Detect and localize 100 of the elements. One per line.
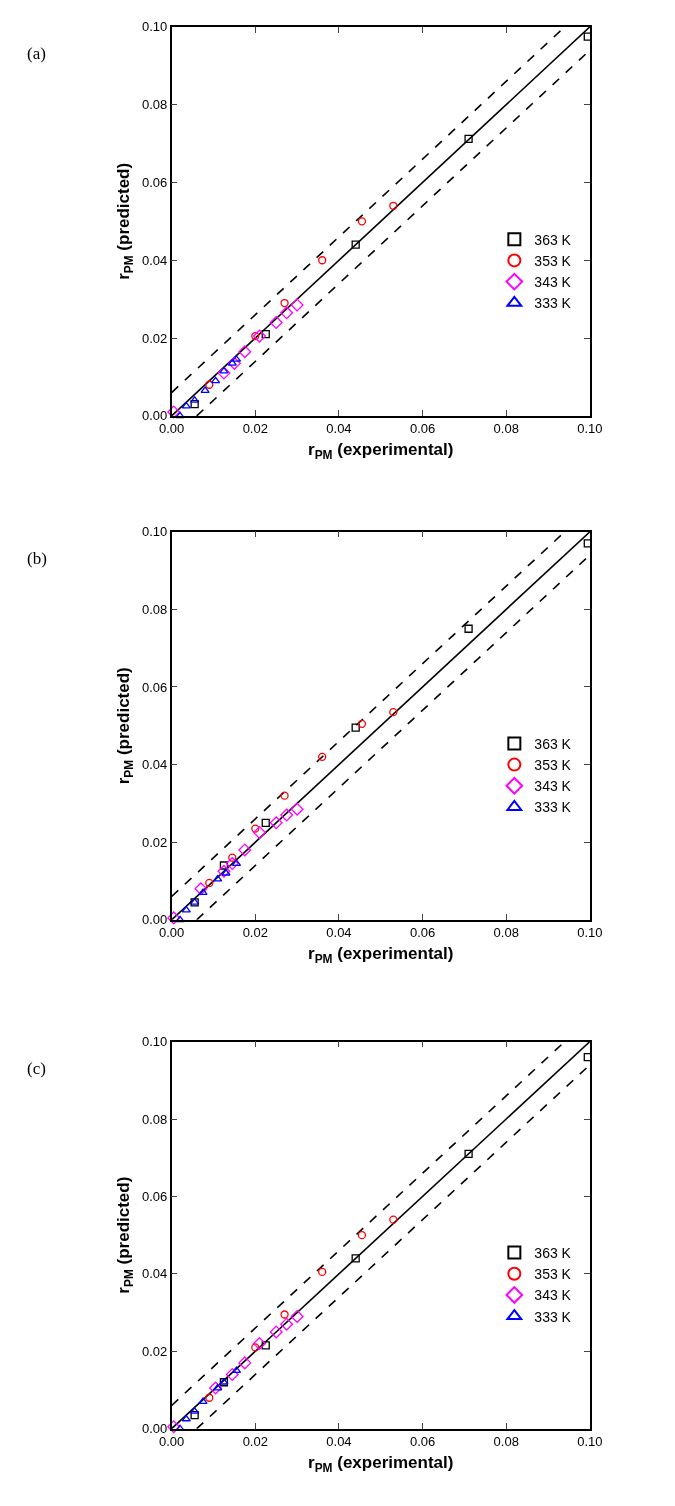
legend-label: 333 K	[534, 295, 572, 312]
point	[194, 882, 208, 896]
legend-label: 343 K	[534, 274, 572, 291]
y-tick-label: 0.02	[141, 834, 168, 850]
point	[209, 1381, 223, 1395]
point	[280, 808, 294, 822]
point	[290, 298, 304, 312]
point	[167, 405, 181, 419]
y-tick-label: 0.08	[141, 601, 168, 617]
point	[389, 201, 398, 210]
point	[225, 857, 239, 871]
point	[464, 1149, 473, 1158]
point	[351, 1254, 360, 1263]
point	[217, 366, 231, 380]
point	[212, 874, 223, 882]
y-tick-label: 0.02	[141, 1343, 168, 1359]
point	[389, 1215, 398, 1224]
point	[231, 1366, 242, 1374]
point	[181, 402, 191, 409]
point	[252, 825, 266, 839]
point	[280, 791, 289, 800]
point	[269, 1325, 283, 1339]
legend-label: 353 K	[534, 1266, 572, 1283]
x-axis-title: r$_{PM}$ (experimental)	[308, 440, 454, 462]
x-tick-label: 0.00	[158, 1434, 185, 1450]
point	[280, 306, 294, 320]
point	[252, 329, 266, 343]
point	[198, 888, 208, 896]
point	[290, 1309, 304, 1323]
text: (a)	[27, 44, 46, 63]
point	[269, 816, 283, 830]
x-tick-label: 0.02	[242, 1434, 268, 1450]
y-tick-label: 0.04	[141, 757, 168, 773]
legend-label: 333 K	[534, 1308, 572, 1325]
text: (c)	[27, 1059, 46, 1078]
point	[280, 1317, 294, 1331]
x-tick-label: 0.02	[242, 421, 268, 437]
x-axis-title: r$_{PM}$ (experimental)	[308, 944, 454, 966]
point	[200, 386, 210, 393]
y-tick-label: 0.06	[141, 679, 168, 695]
point	[217, 864, 231, 878]
point	[351, 723, 360, 732]
legend-label: 353 K	[534, 757, 572, 774]
y-tick-label: 0.02	[141, 330, 168, 346]
legend-label: 333 K	[534, 799, 572, 816]
point	[221, 869, 231, 876]
x-tick-label: 0.04	[326, 1434, 352, 1450]
point	[205, 1393, 214, 1402]
x-axis-title: r$_{PM}$ (experimental)	[308, 1452, 454, 1475]
x-tick-label: 0.08	[493, 421, 519, 437]
y-tick-label: 0.08	[141, 97, 168, 113]
legend-label: 363 K	[534, 735, 572, 752]
point	[190, 1411, 199, 1420]
point	[290, 802, 304, 816]
x-tick-label: 0.00	[158, 925, 185, 941]
point	[175, 411, 185, 419]
point	[389, 708, 398, 717]
point	[238, 843, 252, 857]
point	[190, 400, 199, 409]
point	[269, 316, 283, 330]
point	[219, 861, 229, 870]
point	[357, 1230, 367, 1240]
y-tick-label: 0.10	[141, 1034, 168, 1050]
point	[318, 752, 327, 761]
point	[167, 1420, 181, 1434]
point	[227, 356, 241, 370]
legend-label: 343 K	[534, 778, 572, 795]
point	[261, 1341, 270, 1350]
point	[219, 366, 229, 374]
y-tick-label: 0.00	[141, 1421, 168, 1437]
point	[225, 1368, 239, 1381]
point	[210, 376, 221, 384]
x-tick-label: 0.10	[577, 925, 603, 941]
point	[318, 1267, 327, 1277]
point	[175, 915, 185, 923]
x-tick-label: 0.06	[409, 925, 436, 941]
x-tick-label: 0.06	[409, 421, 436, 437]
point	[198, 1397, 208, 1404]
x-tick-label: 0.10	[577, 421, 603, 437]
point	[357, 217, 367, 226]
text: (b)	[27, 549, 47, 568]
point	[318, 256, 327, 265]
x-tick-label: 0.06	[409, 1434, 436, 1450]
x-tick-label: 0.04	[326, 421, 352, 437]
y-tick-label: 0.06	[141, 174, 168, 190]
point	[464, 624, 473, 633]
point	[167, 911, 181, 925]
y-tick-label: 0.00	[141, 912, 168, 928]
y-tick-label: 0.08	[141, 1111, 168, 1127]
x-tick-label: 0.00	[158, 421, 185, 437]
y-tick-label: 0.10	[141, 524, 168, 540]
x-tick-label: 0.02	[242, 925, 268, 941]
point	[280, 1310, 289, 1319]
legend-label: 343 K	[534, 1287, 572, 1304]
point	[181, 1414, 191, 1422]
y-tick-label: 0.04	[141, 252, 168, 268]
y-tick-label: 0.00	[141, 408, 168, 424]
point	[238, 1356, 252, 1370]
point	[280, 298, 289, 308]
point	[238, 345, 252, 359]
